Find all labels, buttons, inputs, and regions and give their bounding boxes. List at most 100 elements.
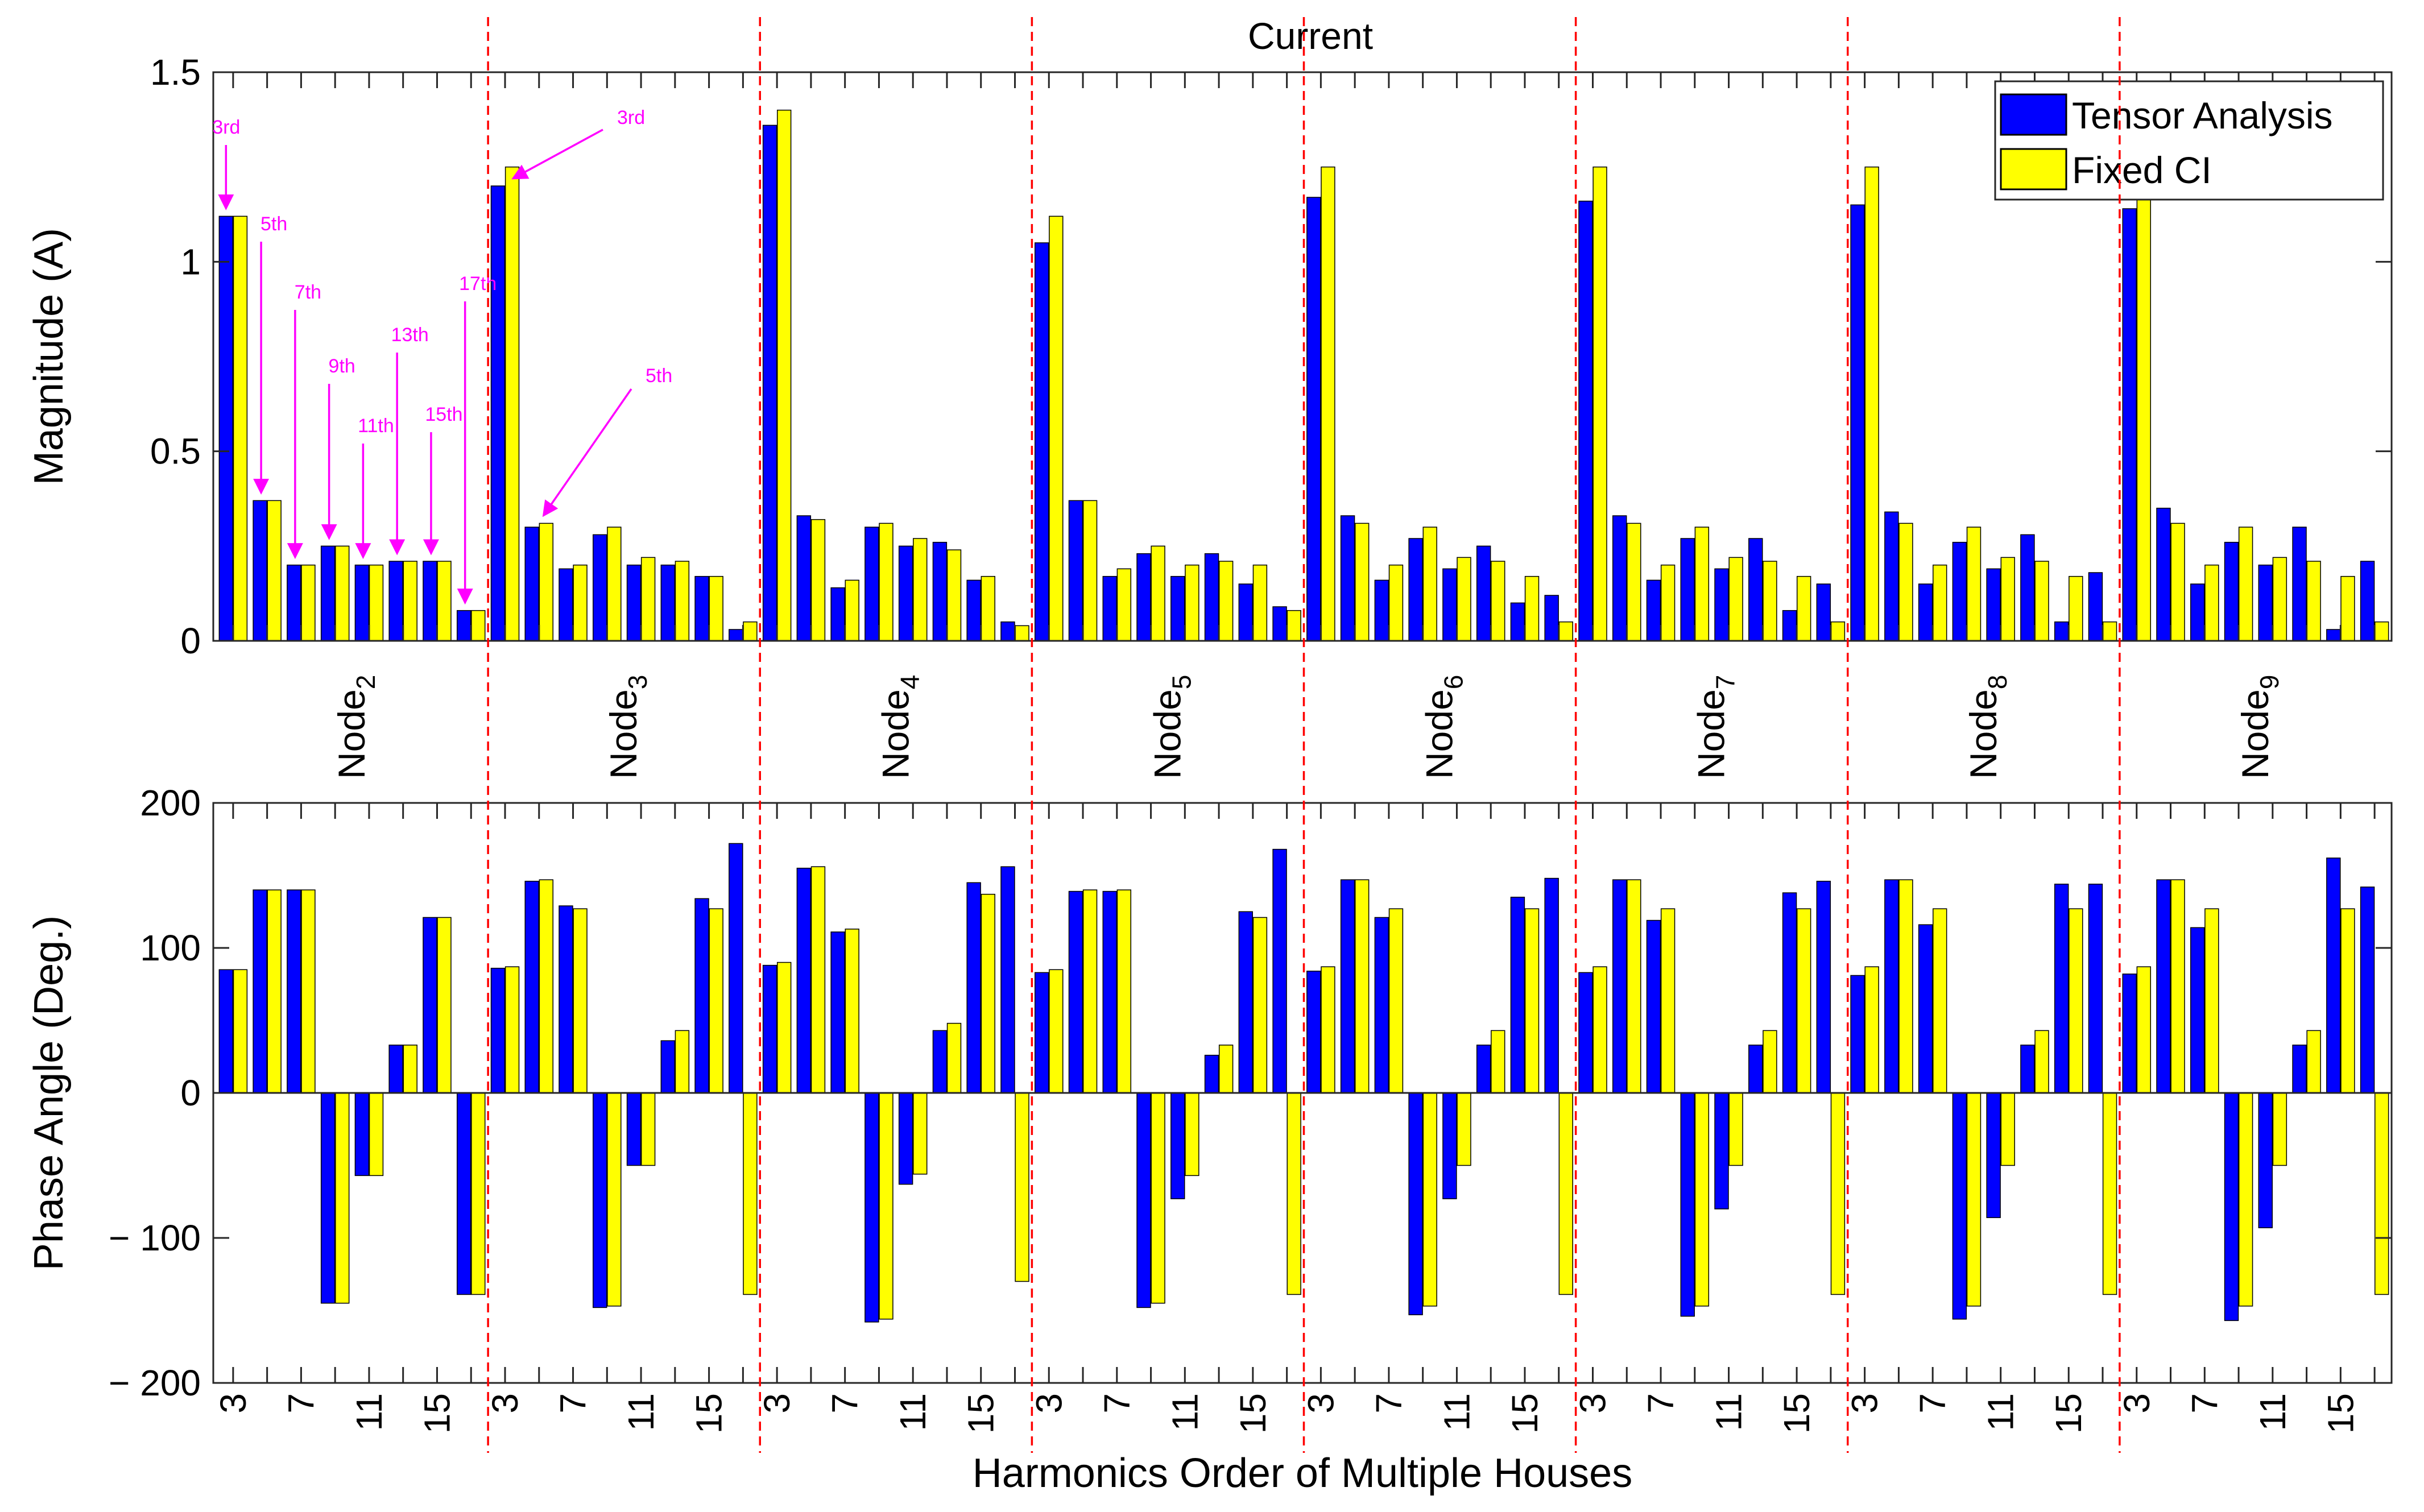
phase-bar-tensor [1612,879,1627,1093]
magnitude-bar-fixed [1660,564,1676,641]
phase-bar-fixed [1694,1092,1710,1307]
phase-bar-fixed [1491,1030,1505,1093]
magnitude-bar-fixed [879,523,894,641]
phase-bar-fixed [1966,1092,1982,1307]
phase-bar-tensor [1068,890,1083,1093]
magnitude-bar-tensor [1782,610,1797,641]
phase-bar-tensor [729,843,743,1093]
magnitude-y-tick-label: 1.5 [150,52,201,93]
magnitude-bar-fixed [1049,216,1064,641]
phase-x-tick-label: 15 [1232,1393,1273,1434]
phase-bar-fixed [2000,1092,2015,1166]
magnitude-bar-tensor [2054,621,2069,641]
phase-bar-fixed [879,1092,894,1320]
phase-bar-tensor [1748,1045,1763,1093]
phase-bar-fixed [2340,908,2355,1093]
node-label: Node8 [1962,675,2012,779]
magnitude-bar-fixed [1252,564,1268,641]
phase-x-tick-label: 15 [961,1393,1002,1434]
magnitude-bar-fixed [1457,557,1471,641]
annotation-label: 13th [391,324,429,346]
phase-bar-fixed [1558,1092,1573,1295]
phase-bar-tensor [762,964,777,1093]
phase-bar-tensor [1918,924,1933,1093]
phase-bar-fixed [1049,969,1064,1093]
phase-x-tick-label: 3 [485,1393,526,1414]
magnitude-bar-fixed [1592,166,1607,641]
phase-bar-tensor [1476,1045,1491,1093]
phase-x-tick-label: 7 [1912,1393,1953,1414]
phase-bar-tensor [796,868,812,1093]
magnitude-bar-fixed [1966,527,1982,641]
phase-bar-tensor [1680,1092,1695,1317]
magnitude-bar-tensor [864,527,879,641]
magnitude-bar-fixed [1898,523,1913,641]
magnitude-bar-fixed [1864,166,1879,641]
magnitude-bar-fixed [776,109,792,641]
phase-bar-fixed [776,962,792,1093]
magnitude-bar-tensor [524,527,539,641]
node-label-subscript: 4 [895,675,924,690]
phase-bar-tensor [626,1092,642,1166]
phase-bars [218,843,2389,1323]
phase-x-tick-label: 3 [1028,1393,1069,1414]
magnitude-y-axis-label: Magnitude (A) [26,228,72,485]
node-label-subscript: 9 [2255,675,2284,690]
phase-bar-fixed [2204,908,2219,1093]
annotation-label: 7th [295,281,321,303]
phase-bar-tensor [1816,880,1831,1093]
phase-bar-tensor [1544,877,1559,1093]
phase-bar-fixed [2136,966,2152,1093]
magnitude-bar-tensor [423,561,437,641]
phase-x-tick-label: 7 [1368,1393,1409,1414]
phase-bar-fixed [2069,908,2083,1093]
phase-bar-fixed [1151,1092,1165,1304]
phase-y-tick-label: − 200 [109,1362,201,1403]
phase-bar-fixed [640,1092,656,1166]
node-label-subscript: 3 [623,675,652,690]
phase-bar-fixed [2374,1092,2389,1295]
magnitude-bar-fixed [267,500,282,641]
chart-title: Current [1248,15,1373,57]
phase-x-tick-label: 15 [416,1393,457,1434]
node-label: Node2 [330,675,380,779]
phase-y-tick-labels: − 200 − 100 0 100 200 [109,782,201,1403]
magnitude-bar-fixed [1796,575,1811,641]
phase-bar-tensor [456,1092,471,1295]
phase-bar-tensor [1340,879,1355,1093]
node-label-name: Node [2234,689,2276,779]
magnitude-bar-tensor [830,587,845,641]
magnitude-bar-tensor [1306,197,1321,641]
magnitude-plot-frame [212,71,2393,642]
phase-x-tick-label: 7 [2184,1393,2225,1414]
phase-bar-fixed [1218,1045,1234,1093]
annotation-label: 3rd [212,117,240,138]
magnitude-bar-tensor [1952,541,1967,641]
phase-bar-tensor [1850,975,1865,1093]
node-label-subscript: 2 [351,675,380,690]
magnitude-bar-tensor [1204,553,1219,641]
magnitude-bar-tensor [1476,545,1491,641]
magnitude-bar-fixed [2136,166,2152,641]
phase-bar-tensor [287,889,301,1093]
magnitude-bar-tensor [1646,579,1661,641]
phase-bar-tensor [1646,919,1661,1093]
magnitude-bar-fixed [1933,564,1947,641]
magnitude-bar-fixed [2000,557,2015,641]
phase-x-tick-label: 15 [2320,1393,2361,1434]
phase-bar-tensor [2156,879,2171,1093]
phase-bar-tensor [423,917,437,1093]
phase-bar-tensor [1238,911,1254,1093]
phase-bar-fixed [2306,1030,2321,1093]
phase-bar-fixed [1185,1092,1199,1177]
annotation-arrow [511,129,603,180]
phase-bar-fixed [403,1045,417,1093]
magnitude-bar-tensor [354,564,370,641]
magnitude-bar-tensor [1918,583,1933,641]
legend-label-tensor: Tensor Analysis [2072,94,2333,136]
phase-bar-fixed [2102,1092,2117,1295]
magnitude-bar-fixed [2102,621,2117,641]
magnitude-bar-fixed [1388,564,1404,641]
magnitude-bar-tensor [593,534,607,641]
magnitude-bar-fixed [1321,166,1335,641]
